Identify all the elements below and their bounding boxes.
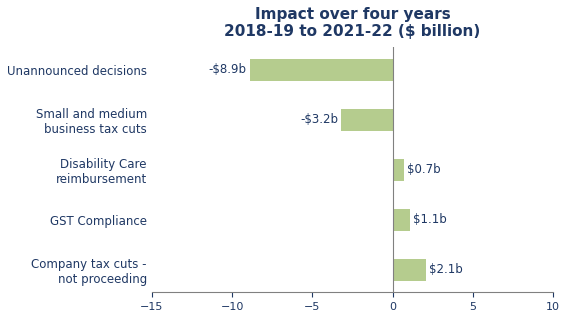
Text: -$8.9b: -$8.9b xyxy=(209,63,247,76)
Text: $2.1b: $2.1b xyxy=(429,263,463,277)
Text: -$3.2b: -$3.2b xyxy=(300,113,338,126)
Bar xyxy=(249,59,392,81)
Title: Impact over four years
2018-19 to 2021-22 ($ billion): Impact over four years 2018-19 to 2021-2… xyxy=(225,7,481,39)
Text: $1.1b: $1.1b xyxy=(413,213,447,226)
Bar xyxy=(392,209,410,231)
Bar xyxy=(392,159,404,181)
Bar xyxy=(392,259,426,281)
Text: $0.7b: $0.7b xyxy=(407,163,441,176)
Bar xyxy=(341,108,392,131)
